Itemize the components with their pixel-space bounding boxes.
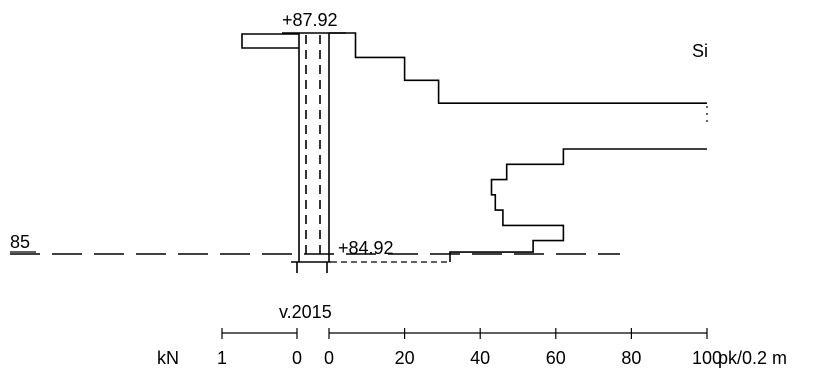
year-label: v.2015: [279, 302, 332, 322]
level-85-label: 85: [10, 232, 30, 252]
force-unit-label: kN: [157, 348, 179, 368]
penetration-tick-label-0: 0: [324, 348, 334, 368]
force-profile: [241, 33, 299, 49]
top-elevation-label: +87.92: [282, 10, 338, 30]
borehole-column: [282, 32, 346, 273]
penetration-series-1: [329, 32, 707, 104]
penetration-unit-label: pk/0.2 m: [718, 348, 787, 368]
penetration-axis: pk/0.2 m 0 20 40 60 80 100: [324, 328, 787, 368]
penetration-tick-label-100: 100: [692, 348, 722, 368]
penetration-series-2: [449, 148, 707, 262]
force-axis: 1 0 kN: [157, 328, 302, 368]
force-tick-label-1: 1: [217, 348, 227, 368]
penetration-tick-label-20: 20: [395, 348, 415, 368]
soil-type-label: Si: [692, 41, 708, 61]
penetration-tick-label-80: 80: [621, 348, 641, 368]
force-tick-label-0: 0: [292, 348, 302, 368]
penetration-tick-label-60: 60: [546, 348, 566, 368]
penetration-tick-label-40: 40: [470, 348, 490, 368]
penetration-profiles: [329, 32, 707, 262]
bottom-elevation-label: +84.92: [338, 238, 394, 258]
